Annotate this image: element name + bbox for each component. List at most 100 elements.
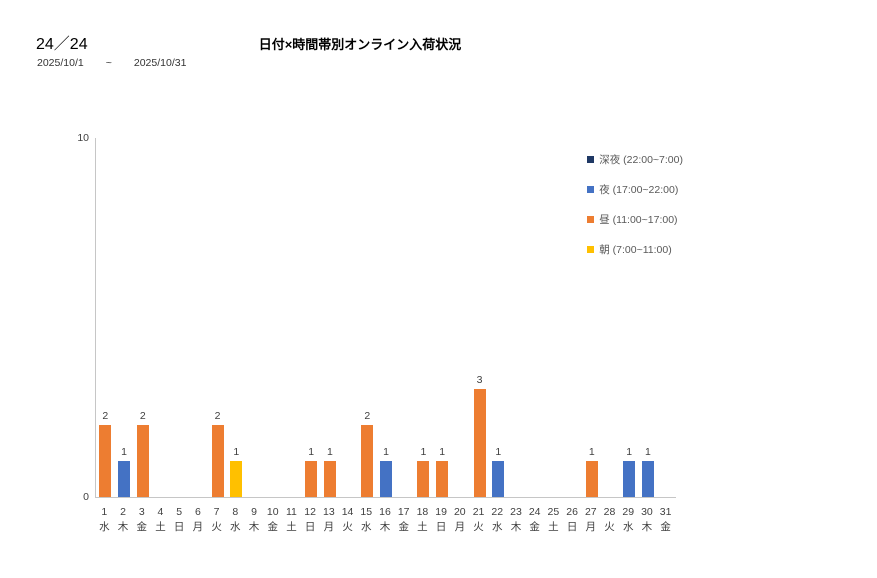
x-axis-weekday: 金 [136,521,148,533]
bar-value-label: 1 [308,446,315,459]
x-axis-weekday: 金 [660,521,671,533]
x-axis-label: 20 月 [450,505,469,535]
bar-value-label: 3 [476,374,483,387]
bar [585,461,598,497]
x-axis-weekday: 木 [117,521,129,533]
x-axis-day-number: 15 [360,506,373,518]
legend-swatch-icon [587,156,595,163]
bar [361,425,374,497]
x-axis-label: 13 月 [320,505,339,535]
x-axis-label: 15 水 [357,505,376,535]
legend-label: 朝 (7:00~11:00) [599,244,672,256]
legend-label: 夜 (17:00~22:00) [599,184,679,196]
x-axis-day-number: 19 [435,506,447,518]
x-axis-label: 14 火 [338,505,357,535]
x-axis-day-number: 24 [528,506,541,518]
bar [492,461,505,497]
date-separator: ~ [105,57,112,69]
x-axis-label: 23 木 [507,505,526,535]
bar-value-label: 1 [439,446,446,459]
legend-item: 夜 (17:00~22:00) [587,182,683,197]
x-axis-day-number: 14 [341,506,354,518]
x-axis-label: 17 金 [394,505,413,535]
legend-swatch-icon [587,246,595,253]
x-axis-weekday: 月 [192,521,204,533]
x-axis-label: 25 土 [544,505,563,535]
x-axis-day-number: 16 [379,506,391,518]
x-axis-weekday: 日 [435,521,447,533]
x-axis-day-number: 7 [213,506,220,518]
bar [136,425,149,497]
x-axis-weekday: 水 [230,521,241,533]
bar-value-label: 1 [495,446,502,459]
date-from: 2025/10/1 [37,57,84,69]
x-axis-label: 27 月 [581,505,600,535]
x-axis-label: 30 木 [638,505,657,535]
bar [323,461,336,497]
x-axis-day-number: 29 [622,506,635,518]
x-axis-weekday: 水 [99,521,110,533]
x-axis-day-number: 22 [491,506,504,518]
legend-label: 深夜 (22:00~7:00) [599,154,683,166]
x-axis-weekday: 水 [622,521,634,533]
x-axis-day-number: 13 [323,506,335,518]
x-axis-label: 24 金 [525,505,544,535]
x-axis-day-number: 6 [194,506,201,518]
x-axis-label: 12 日 [301,505,320,535]
x-axis-weekday: 火 [342,521,353,533]
x-axis-weekday: 木 [641,521,653,533]
x-axis-weekday: 木 [248,521,260,533]
x-axis-day-number: 30 [641,506,653,518]
x-axis-weekday: 火 [211,521,222,533]
bar [641,461,654,497]
bar-value-label: 1 [326,446,333,459]
x-axis-day-number: 3 [138,506,145,518]
bar-value-label: 1 [420,446,427,459]
x-axis-label: 31 金 [656,505,675,535]
x-axis-weekday: 金 [267,521,278,533]
x-axis-label: 26 日 [563,505,582,535]
x-axis-day-number: 12 [304,506,316,518]
x-axis-day-number: 25 [547,506,560,518]
x-axis-weekday: 日 [304,521,316,533]
x-axis-weekday: 水 [361,521,372,533]
bar-value-label: 2 [214,410,221,423]
bar [211,425,224,497]
legend-label: 昼 (11:00~17:00) [599,214,678,226]
x-axis-weekday: 月 [585,521,597,533]
bar [99,425,112,497]
x-axis-label: 11 土 [282,505,301,535]
x-axis-weekday: 土 [155,521,166,533]
x-axis-day-number: 28 [603,506,616,518]
x-axis-day-number: 1 [101,506,108,518]
bar [473,389,486,497]
x-axis-label: 21 火 [469,505,488,535]
bar [118,461,131,497]
x-axis-weekday: 水 [491,521,503,533]
x-axis-label: 19 日 [432,505,451,535]
x-axis-day-number: 26 [566,506,578,518]
x-axis-label: 16 木 [376,505,395,535]
bar [230,461,243,497]
x-axis-weekday: 月 [323,521,335,533]
x-axis-weekday: 金 [529,521,540,533]
x-axis-day-number: 9 [251,506,257,518]
date-to: 2025/10/31 [133,57,187,69]
count-label: 24／24 [36,36,88,53]
date-range: 2025/10/1 ~2025/10/31 [37,57,186,69]
legend-item: 深夜 (22:00~7:00) [587,152,683,167]
x-axis-weekday: 日 [566,521,578,533]
x-axis-weekday: 土 [548,521,559,533]
x-axis-day-number: 5 [176,506,183,518]
bar [380,461,392,497]
bar-value-label: 1 [588,446,595,459]
